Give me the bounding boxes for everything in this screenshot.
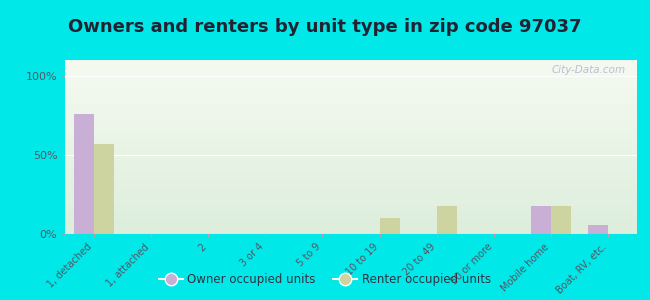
- Bar: [588, 224, 608, 234]
- Bar: [437, 206, 457, 234]
- Text: Owners and renters by unit type in zip code 97037: Owners and renters by unit type in zip c…: [68, 18, 582, 36]
- Bar: [94, 144, 114, 234]
- Legend: Owner occupied units, Renter occupied units: Owner occupied units, Renter occupied un…: [154, 269, 496, 291]
- Text: City-Data.com: City-Data.com: [551, 65, 625, 75]
- Bar: [551, 206, 571, 234]
- Bar: [380, 218, 400, 234]
- Bar: [73, 114, 94, 234]
- Bar: [531, 206, 551, 234]
